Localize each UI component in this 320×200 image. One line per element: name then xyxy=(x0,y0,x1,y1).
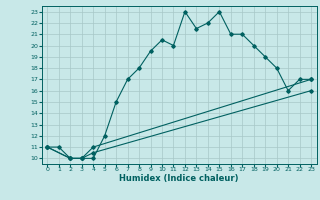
X-axis label: Humidex (Indice chaleur): Humidex (Indice chaleur) xyxy=(119,174,239,183)
